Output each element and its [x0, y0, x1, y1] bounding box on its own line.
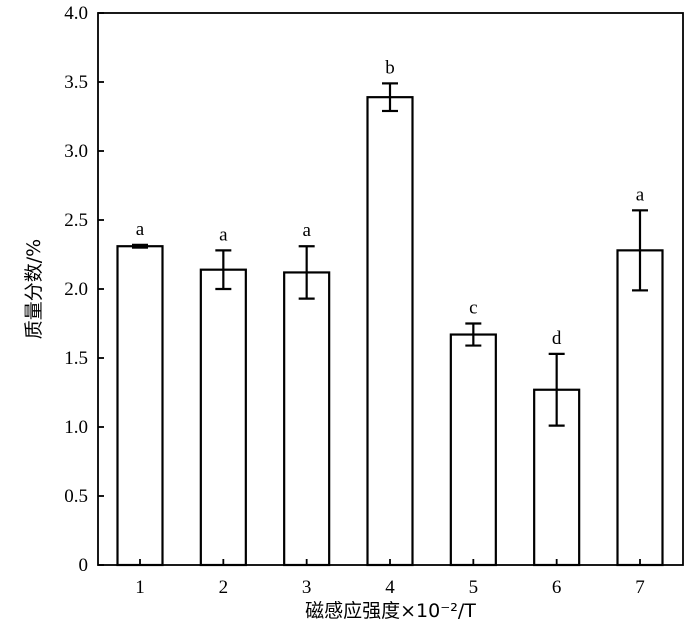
x-tick-label-2: 2: [219, 577, 229, 598]
significance-labels-layer: a a a b c d a: [136, 57, 645, 348]
x-tick-label-7: 7: [635, 577, 645, 598]
x-tick-label-5: 5: [469, 577, 479, 598]
significance-label-4: b: [385, 57, 395, 78]
x-tick-label-4: 4: [385, 577, 395, 598]
error-bars-layer: [132, 82, 648, 427]
x-axis-title: 磁感应强度×10⁻²/T: [305, 600, 476, 622]
bar-3: [283, 271, 331, 567]
x-tick-label-6: 6: [552, 577, 562, 598]
significance-label-5: c: [469, 298, 477, 319]
y-tick-label-4: 2.0: [64, 279, 88, 300]
y-tick-label-2: 1.0: [64, 417, 88, 438]
y-tick-label-7: 3.5: [64, 72, 88, 93]
bar-7: [616, 249, 664, 567]
significance-label-6: d: [552, 328, 562, 349]
x-tick-label-3: 3: [302, 577, 312, 598]
y-tick-label-5: 2.5: [64, 210, 88, 231]
y-axis-ticks: 0 0.5 1.0 1.5 2.0 2.5 3.0 3.5 4.0: [64, 3, 104, 576]
significance-label-2: a: [219, 224, 228, 245]
bars-layer: [116, 96, 664, 567]
significance-label-1: a: [136, 219, 145, 240]
bar-4: [366, 96, 414, 567]
y-axis-title: 质量分数/%: [23, 239, 45, 339]
y-tick-label-3: 1.5: [64, 348, 88, 369]
bar-1: [116, 245, 164, 567]
bar-2: [199, 268, 247, 567]
y-tick-label-0: 0: [79, 555, 89, 576]
x-axis-ticks: 1 2 3 4 5 6 7: [135, 559, 645, 598]
y-tick-label-1: 0.5: [64, 486, 88, 507]
x-tick-label-1: 1: [135, 577, 145, 598]
y-tick-label-8: 4.0: [64, 3, 88, 24]
significance-label-3: a: [302, 220, 311, 241]
y-tick-label-6: 3.0: [64, 141, 88, 162]
significance-label-7: a: [636, 184, 645, 205]
bar-5: [449, 333, 497, 567]
